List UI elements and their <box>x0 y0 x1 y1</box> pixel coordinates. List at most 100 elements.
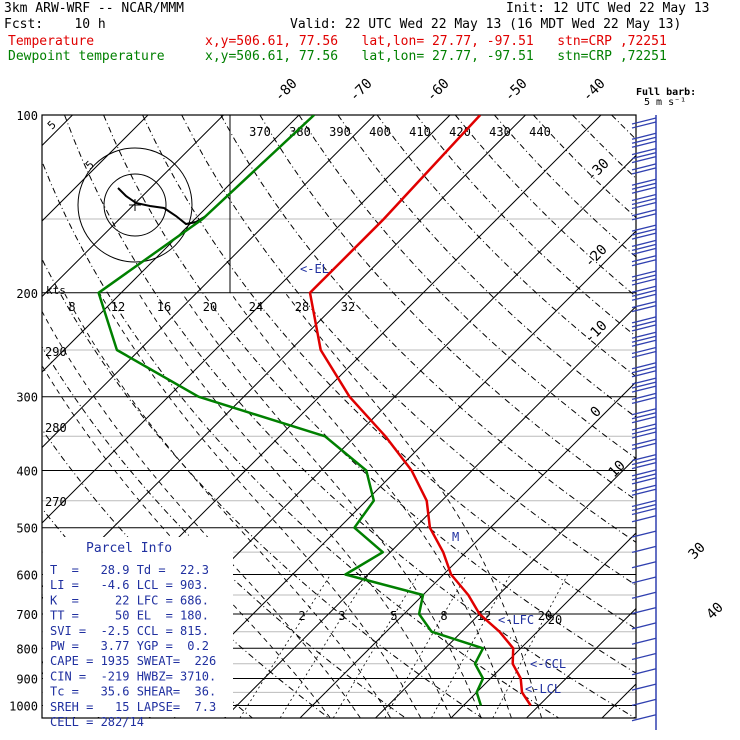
wind-barb-subtitle: 5 m s⁻¹ <box>644 97 686 108</box>
wind-barb <box>631 209 657 217</box>
parcel-info-panel <box>43 537 233 717</box>
temperature-legend: Temperature <box>8 34 95 49</box>
wind-barb <box>631 370 657 378</box>
wind-barb <box>631 488 657 496</box>
wind-barb <box>631 339 657 347</box>
parcel-info-row: SVI = -2.5 CCL = 815. <box>50 624 209 638</box>
hodograph-units-label: kts <box>46 284 66 297</box>
wind-barb <box>631 366 657 374</box>
isotherm-label: 40 <box>704 600 727 623</box>
wind-barb <box>631 412 657 420</box>
hodograph-speed-label: 8 <box>68 300 75 314</box>
pressure-tick-label: 300 <box>16 391 38 405</box>
mixing-ratio-line <box>332 574 419 718</box>
wind-barb-title: Full barb: <box>636 87 696 98</box>
isotherm-label: -20 <box>582 242 611 271</box>
mixing-ratio-line <box>431 574 511 718</box>
dry-adiabat-line <box>259 115 636 501</box>
moist-adiabat-line <box>42 364 331 718</box>
wind-barb <box>631 698 657 707</box>
wind-barb <box>631 232 657 240</box>
wind-barb <box>631 576 657 584</box>
parcel-info-row: CIN = -219 HWBZ= 3710. <box>50 669 216 683</box>
pressure-tick-label: 700 <box>16 608 38 622</box>
dry-adiabat-line <box>298 115 636 460</box>
valid-time: Valid: 22 UTC Wed 22 May 13 (16 MDT Wed … <box>290 17 682 32</box>
wind-barb <box>631 461 657 470</box>
theta-tick-label: 400 <box>369 125 391 139</box>
isotherm-line <box>678 115 740 718</box>
mixing-ratio-line <box>279 574 369 718</box>
temperature-location-info: x,y=506.61, 77.56 lat,lon= 27.77, -97.51… <box>205 34 667 49</box>
dewpoint-location-info: x,y=506.61, 77.56 lat,lon= 27.77, -97.51… <box>205 49 667 64</box>
wind-barb <box>631 507 657 516</box>
wind-barb <box>631 151 657 160</box>
theta-left-label: 290 <box>45 345 67 359</box>
parcel-info-title: Parcel Info <box>86 541 172 556</box>
theta-tick-label: 410 <box>409 125 431 139</box>
isotherm-line <box>42 115 375 449</box>
dry-adiabat-line <box>42 257 483 718</box>
wind-barb <box>631 136 657 144</box>
wind-barb <box>631 259 657 267</box>
isotherm-line <box>42 115 300 373</box>
theta-tick-label: 390 <box>329 125 351 139</box>
wind-barb <box>631 438 657 446</box>
wind-barb <box>631 683 657 691</box>
dry-adiabat-line <box>220 115 636 543</box>
plot-border <box>41 114 637 719</box>
dewpoint-legend: Dewpoint temperature <box>8 49 165 64</box>
mixing-ratio-line <box>384 574 468 718</box>
dry-adiabat-line <box>611 115 636 140</box>
hodograph-speed-label: 24 <box>249 300 263 314</box>
pressure-tick-label: 800 <box>16 642 38 656</box>
wind-barb <box>631 606 657 615</box>
wind-barb <box>631 622 657 630</box>
moist-adiabat-line <box>284 292 543 718</box>
wind-barb <box>631 457 657 466</box>
isotherm-label: -30 <box>584 156 613 185</box>
isotherm-line <box>42 115 526 600</box>
wind-barb <box>631 224 657 232</box>
wind-barb <box>631 186 657 194</box>
wind-barb <box>631 293 657 301</box>
theta-tick-label: 420 <box>449 125 471 139</box>
model-title: 3km ARW-WRF -- NCAR/MMM <box>4 1 185 16</box>
dry-adiabat-line <box>651 115 740 718</box>
wind-barb <box>631 163 657 171</box>
isotherm-line <box>224 305 636 718</box>
hodograph-ring <box>103 173 167 237</box>
wind-barb <box>631 469 657 477</box>
wind-barb <box>631 442 657 450</box>
wind-barb <box>631 247 657 256</box>
mixing-ratio-label: 12 <box>477 609 491 623</box>
hodograph-ring <box>77 147 193 263</box>
isotherm-line <box>299 381 636 718</box>
storm-motion-marker: M <box>452 530 459 544</box>
wind-barb <box>631 427 657 435</box>
dry-adiabat-line <box>42 345 406 718</box>
mixing-ratio-label: 8 <box>440 609 447 623</box>
lfc-marker-label: <-LFC <box>498 613 534 627</box>
dry-adiabat-line <box>103 115 636 674</box>
mixing-ratio-line <box>492 574 569 718</box>
wind-barb <box>631 392 657 401</box>
wind-barb <box>631 285 657 293</box>
parcel-info-row: Tc = 35.6 SHEAR= 36. <box>50 685 216 699</box>
theta-tick-label: 430 <box>489 125 511 139</box>
hodograph: 55 <box>45 118 207 263</box>
wind-barb <box>631 561 657 569</box>
theta-tick-label: 440 <box>529 125 551 139</box>
wind-barb <box>631 396 657 405</box>
hodograph-ring-label: 5 <box>45 118 59 132</box>
dry-adiabat-line <box>181 115 636 586</box>
wind-barb <box>631 320 657 328</box>
isotherm-label: -70 <box>347 76 376 105</box>
isotherm-label: 30 <box>686 540 709 563</box>
wind-barb <box>631 385 657 393</box>
wind-barb <box>631 121 657 129</box>
wind-barb <box>631 155 657 164</box>
hodograph-trace <box>117 187 207 226</box>
isotherm-line <box>42 115 149 222</box>
theta-tick-label: 380 <box>289 125 311 139</box>
